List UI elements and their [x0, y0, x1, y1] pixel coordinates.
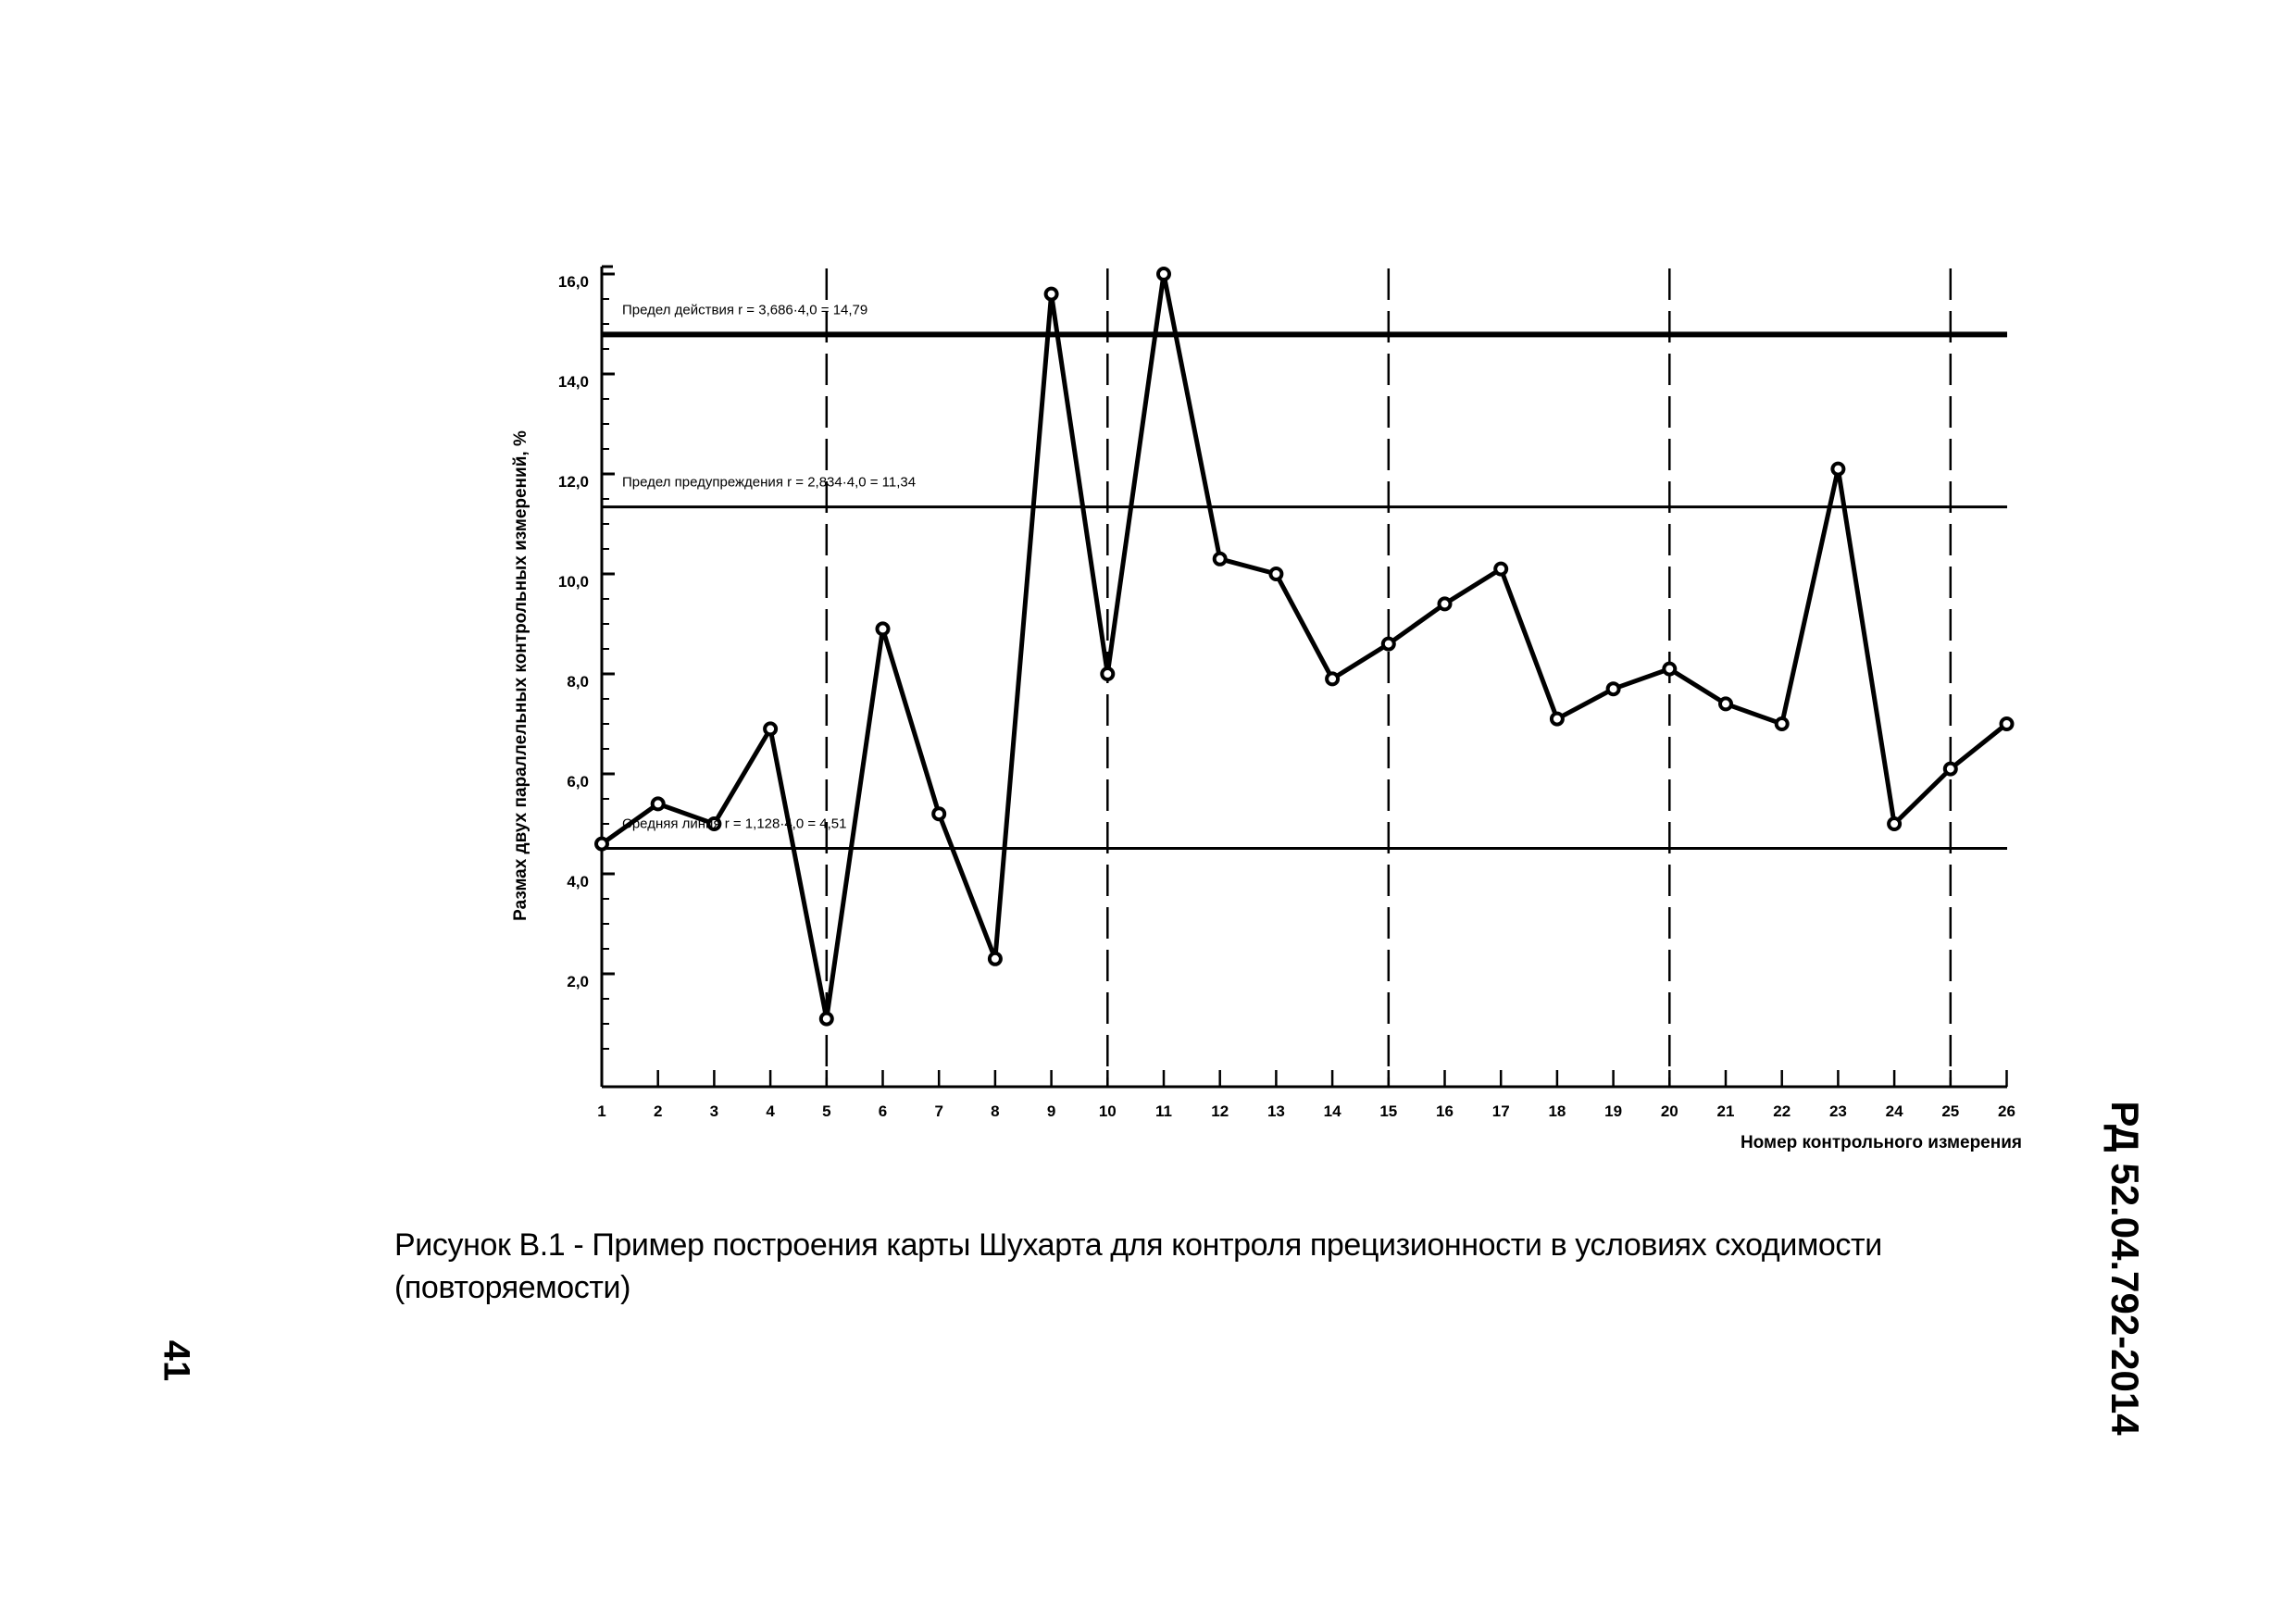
x-tick-label: 16	[1436, 1102, 1454, 1120]
x-tick-label: 22	[1773, 1102, 1791, 1120]
x-tick-label: 17	[1492, 1102, 1510, 1120]
action-limit-label: Предел действия r = 3,686·4,0 = 14,79	[622, 302, 867, 318]
data-point	[1887, 816, 1903, 831]
x-tick-label: 18	[1548, 1102, 1566, 1120]
x-tick-label: 11	[1155, 1102, 1172, 1120]
data-point	[1549, 711, 1565, 727]
data-point	[1212, 551, 1228, 567]
x-tick-label: 24	[1886, 1102, 1903, 1120]
document-code: РД 52.04.792-2014	[2074, 1101, 2176, 1436]
data-point	[818, 1011, 834, 1027]
data-point	[1437, 596, 1453, 612]
data-point	[706, 816, 722, 831]
data-point	[1380, 636, 1396, 652]
data-point	[763, 721, 779, 737]
data-point	[1718, 696, 1733, 712]
data-point	[1156, 267, 1171, 281]
y-tick-label: 12,0	[558, 473, 589, 491]
data-point	[1942, 761, 1958, 777]
y-tick-label: 4,0	[567, 873, 589, 890]
x-tick-label: 2	[654, 1102, 662, 1120]
x-tick-label: 5	[822, 1102, 830, 1120]
y-axis-ticks: 2,0 4,0 6,0 8,0 10,0 12,0 14,0 16,0	[558, 272, 615, 1050]
vertical-dashed-lines	[825, 268, 1953, 1087]
x-tick-label: 3	[710, 1102, 718, 1120]
y-tick-label: 16,0	[558, 273, 589, 291]
x-tick-label: 14	[1324, 1102, 1341, 1120]
data-point	[1043, 286, 1059, 302]
x-tick-label: 23	[1829, 1102, 1847, 1120]
x-tick-label: 21	[1717, 1102, 1735, 1120]
data-point	[594, 836, 609, 852]
x-tick-label: 12	[1211, 1102, 1229, 1120]
x-tick-label: 13	[1267, 1102, 1285, 1120]
page-number: 41	[139, 1324, 213, 1398]
data-point	[650, 796, 666, 812]
data-point	[1999, 716, 2015, 731]
x-tick-label: 4	[766, 1102, 775, 1120]
data-point	[1830, 461, 1846, 477]
y-tick-label: 6,0	[567, 773, 589, 791]
data-point	[1605, 681, 1621, 697]
x-tick-label: 8	[991, 1102, 999, 1120]
center-line-label: Средняя линия r = 1,128·4,0 = 4,51	[622, 816, 846, 831]
x-tick-label: 15	[1379, 1102, 1397, 1120]
data-point	[987, 951, 1003, 966]
data-point	[1268, 567, 1284, 581]
x-axis-title: Номер контрольного измерения	[1741, 1133, 2022, 1152]
x-tick-label: 10	[1099, 1102, 1117, 1120]
data-point	[1493, 561, 1509, 577]
page-number-text: 41	[156, 1339, 197, 1382]
x-tick-label: 6	[879, 1102, 887, 1120]
data-point	[1662, 661, 1678, 677]
reference-line-labels: Предел действия r = 3,686·4,0 = 14,79 Пре…	[622, 302, 916, 831]
warning-limit-label: Предел предупреждения r = 2,834·4,0 = 11…	[622, 475, 916, 491]
x-tick-label: 20	[1661, 1102, 1678, 1120]
x-tick-label: 9	[1047, 1102, 1055, 1120]
x-tick-label: 25	[1941, 1102, 1959, 1120]
series-line	[600, 271, 2009, 1022]
chart-axes	[600, 265, 2007, 1089]
data-point	[1325, 671, 1341, 687]
x-axis-ticks: 1 2 3 4 5 6 7 8 9 10 11 12 13 14 15 16 17 18 19 20 21 22 23 24 2…	[597, 1070, 2015, 1120]
data-point	[1100, 666, 1116, 681]
y-axis-title: Размах двух параллельных контрольных изм…	[511, 430, 530, 921]
document-code-text: РД 52.04.792-2014	[2103, 1101, 2147, 1436]
data-point	[931, 806, 947, 822]
figure-caption: Рисунок В.1 - Пример построения карты Шу…	[394, 1227, 1882, 1305]
y-tick-label: 8,0	[567, 673, 589, 691]
x-tick-label: 1	[597, 1102, 605, 1120]
data-point	[1774, 716, 1790, 731]
y-tick-label: 2,0	[567, 973, 589, 990]
x-tick-label: 7	[934, 1102, 942, 1120]
x-tick-label: 19	[1604, 1102, 1622, 1120]
y-tick-label: 10,0	[558, 573, 589, 591]
data-series	[594, 267, 2015, 1027]
reference-lines	[602, 331, 2007, 850]
x-tick-label: 26	[1998, 1102, 2015, 1120]
data-point	[875, 621, 891, 637]
y-tick-label: 14,0	[558, 373, 589, 391]
